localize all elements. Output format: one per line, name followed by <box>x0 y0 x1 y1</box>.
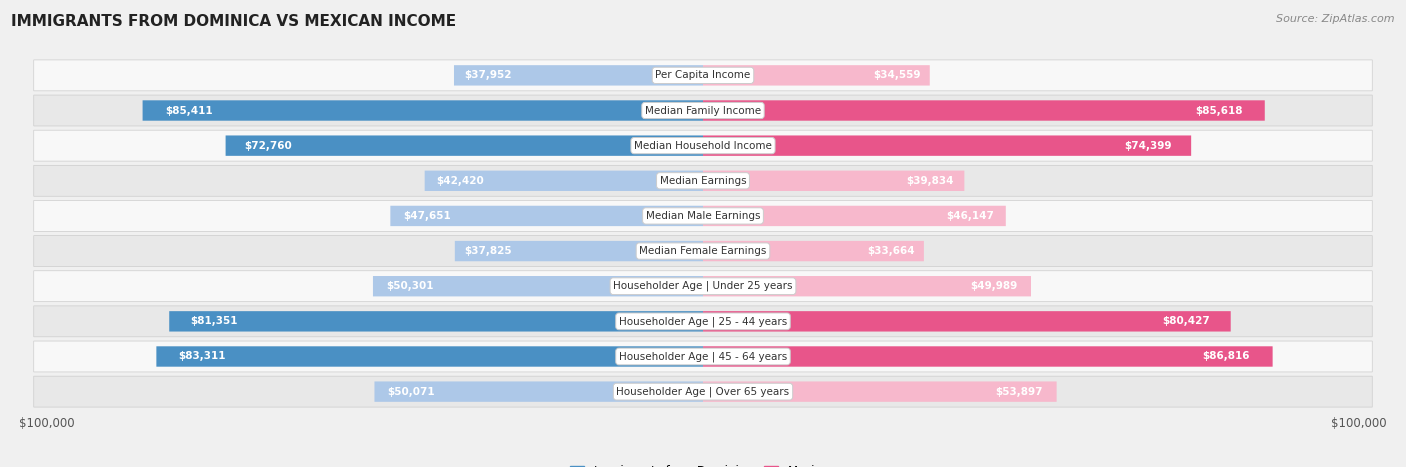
Text: $53,897: $53,897 <box>995 387 1042 396</box>
FancyBboxPatch shape <box>703 311 1230 332</box>
Text: $50,071: $50,071 <box>388 387 436 396</box>
Text: Source: ZipAtlas.com: Source: ZipAtlas.com <box>1277 14 1395 24</box>
FancyBboxPatch shape <box>454 65 703 85</box>
FancyBboxPatch shape <box>703 206 1005 226</box>
FancyBboxPatch shape <box>34 60 1372 91</box>
Text: $46,147: $46,147 <box>946 211 994 221</box>
Text: $83,311: $83,311 <box>179 352 226 361</box>
Text: Median Female Earnings: Median Female Earnings <box>640 246 766 256</box>
FancyBboxPatch shape <box>703 170 965 191</box>
FancyBboxPatch shape <box>34 376 1372 407</box>
Text: Median Male Earnings: Median Male Earnings <box>645 211 761 221</box>
FancyBboxPatch shape <box>156 347 703 367</box>
Text: Median Household Income: Median Household Income <box>634 141 772 151</box>
Text: $50,301: $50,301 <box>387 281 433 291</box>
FancyBboxPatch shape <box>425 170 703 191</box>
FancyBboxPatch shape <box>703 65 929 85</box>
Text: $37,825: $37,825 <box>465 246 512 256</box>
Text: $86,816: $86,816 <box>1202 352 1250 361</box>
FancyBboxPatch shape <box>703 347 1272 367</box>
FancyBboxPatch shape <box>34 306 1372 337</box>
FancyBboxPatch shape <box>169 311 703 332</box>
FancyBboxPatch shape <box>34 341 1372 372</box>
FancyBboxPatch shape <box>703 100 1265 120</box>
FancyBboxPatch shape <box>34 165 1372 196</box>
Text: Householder Age | 45 - 64 years: Householder Age | 45 - 64 years <box>619 351 787 362</box>
Text: $81,351: $81,351 <box>191 316 238 326</box>
FancyBboxPatch shape <box>34 130 1372 161</box>
Text: $39,834: $39,834 <box>907 176 953 186</box>
Text: $42,420: $42,420 <box>436 176 484 186</box>
Text: $74,399: $74,399 <box>1125 141 1171 151</box>
Text: $85,411: $85,411 <box>165 106 212 115</box>
FancyBboxPatch shape <box>703 382 1057 402</box>
FancyBboxPatch shape <box>703 135 1191 156</box>
Text: $80,427: $80,427 <box>1161 316 1209 326</box>
FancyBboxPatch shape <box>373 276 703 297</box>
Text: Median Family Income: Median Family Income <box>645 106 761 115</box>
FancyBboxPatch shape <box>34 95 1372 126</box>
FancyBboxPatch shape <box>142 100 703 120</box>
FancyBboxPatch shape <box>34 236 1372 267</box>
Text: Householder Age | Under 25 years: Householder Age | Under 25 years <box>613 281 793 291</box>
Text: $37,952: $37,952 <box>464 71 512 80</box>
Text: Median Earnings: Median Earnings <box>659 176 747 186</box>
Text: $72,760: $72,760 <box>245 141 292 151</box>
Text: $33,664: $33,664 <box>868 246 915 256</box>
Text: $34,559: $34,559 <box>873 71 921 80</box>
Text: $85,618: $85,618 <box>1195 106 1243 115</box>
FancyBboxPatch shape <box>454 241 703 261</box>
Text: Householder Age | 25 - 44 years: Householder Age | 25 - 44 years <box>619 316 787 326</box>
FancyBboxPatch shape <box>34 200 1372 231</box>
Text: Householder Age | Over 65 years: Householder Age | Over 65 years <box>616 386 790 397</box>
Legend: Immigrants from Dominica, Mexican: Immigrants from Dominica, Mexican <box>565 460 841 467</box>
FancyBboxPatch shape <box>374 382 703 402</box>
Text: $49,989: $49,989 <box>970 281 1018 291</box>
Text: IMMIGRANTS FROM DOMINICA VS MEXICAN INCOME: IMMIGRANTS FROM DOMINICA VS MEXICAN INCO… <box>11 14 457 29</box>
FancyBboxPatch shape <box>225 135 703 156</box>
Text: Per Capita Income: Per Capita Income <box>655 71 751 80</box>
FancyBboxPatch shape <box>703 276 1031 297</box>
FancyBboxPatch shape <box>703 241 924 261</box>
FancyBboxPatch shape <box>391 206 703 226</box>
Text: $47,651: $47,651 <box>404 211 450 221</box>
FancyBboxPatch shape <box>34 271 1372 302</box>
